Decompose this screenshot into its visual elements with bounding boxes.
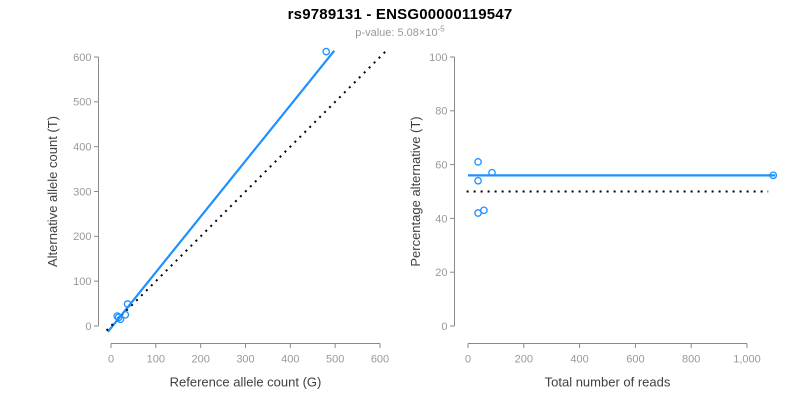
- y-axis-title: Alternative allele count (T): [45, 116, 60, 267]
- data-point: [480, 206, 488, 215]
- x-axis-title: Total number of reads: [545, 375, 671, 390]
- y-tick-label: 20: [435, 267, 447, 279]
- data-point: [116, 315, 125, 324]
- y-tick-label: 0: [441, 321, 447, 333]
- data-point: [114, 313, 123, 322]
- y-tick-label: 400: [73, 142, 91, 154]
- y-tick-label: 60: [435, 159, 447, 171]
- y-tick-label: 80: [435, 106, 447, 118]
- data-point: [123, 300, 132, 308]
- x-tick-label: 500: [326, 354, 344, 366]
- x-tick-label: 300: [236, 354, 254, 366]
- data-point: [474, 158, 482, 166]
- data-point: [769, 171, 778, 180]
- x-tick-label: 800: [682, 354, 700, 366]
- data-point: [474, 176, 482, 185]
- y-tick-label: 500: [73, 97, 91, 109]
- data-point: [488, 168, 496, 177]
- fit-line: [107, 50, 336, 333]
- y-tick-label: 200: [73, 231, 91, 243]
- pvalue-text: p-value: 5.08×10: [355, 27, 438, 39]
- x-tick-label: 400: [281, 354, 299, 366]
- x-axis-title: Reference allele count (G): [170, 375, 322, 390]
- data-point: [121, 310, 130, 319]
- pvalue-exponent: -5: [437, 24, 445, 34]
- data-point: [322, 47, 331, 56]
- x-tick-label: 200: [515, 354, 533, 366]
- identity-line: [105, 49, 388, 332]
- x-tick-label: 0: [465, 354, 471, 366]
- x-tick-label: 600: [371, 354, 389, 366]
- y-tick-label: 100: [429, 52, 447, 64]
- y-tick-label: 300: [73, 186, 91, 198]
- y-tick-label: 100: [73, 276, 91, 288]
- y-tick-label: 0: [85, 321, 91, 333]
- y-tick-label: 600: [73, 52, 91, 64]
- x-tick-label: 600: [626, 354, 644, 366]
- figure-title: rs9789131 - ENSG00000119547: [287, 6, 513, 23]
- x-tick-label: 0: [108, 354, 114, 366]
- y-tick-label: 40: [435, 213, 447, 225]
- x-tick-label: 100: [147, 354, 165, 366]
- y-axis-title: Percentage alternative (T): [408, 116, 423, 266]
- x-tick-label: 400: [570, 354, 588, 366]
- x-tick-label: 1,000: [733, 354, 761, 366]
- figure-subtitle: p-value: 5.08×10-5: [0, 24, 800, 39]
- x-tick-label: 200: [191, 354, 209, 366]
